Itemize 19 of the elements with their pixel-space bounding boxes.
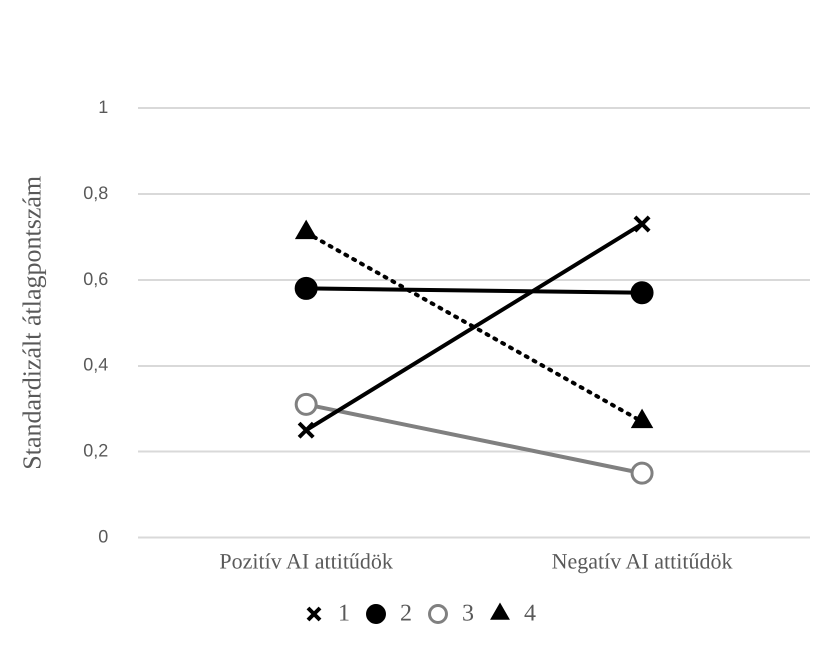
legend-label: 3 <box>462 600 474 626</box>
legend-label: 2 <box>400 600 412 626</box>
point <box>632 214 652 234</box>
y-tick-label: 0,6 <box>83 268 108 289</box>
legend-label: 1 <box>338 600 350 626</box>
point <box>294 276 318 300</box>
point <box>630 462 654 485</box>
y-tick-label: 0,2 <box>83 440 108 461</box>
x-tick-label: Negatív AI attitűdök <box>552 548 732 574</box>
point <box>630 281 654 304</box>
x-tick-label: Pozitív AI attitűdök <box>219 548 393 574</box>
y-tick-label: 1 <box>98 96 108 117</box>
y-tick-label: 0,4 <box>83 354 108 375</box>
point <box>297 421 316 440</box>
point <box>294 392 318 416</box>
y-tick-label: 0,8 <box>83 182 108 203</box>
y-tick-label: 0 <box>98 526 108 547</box>
y-axis-title: Standardizált átlagpontszám <box>17 176 46 470</box>
legend-label: 4 <box>524 600 536 626</box>
